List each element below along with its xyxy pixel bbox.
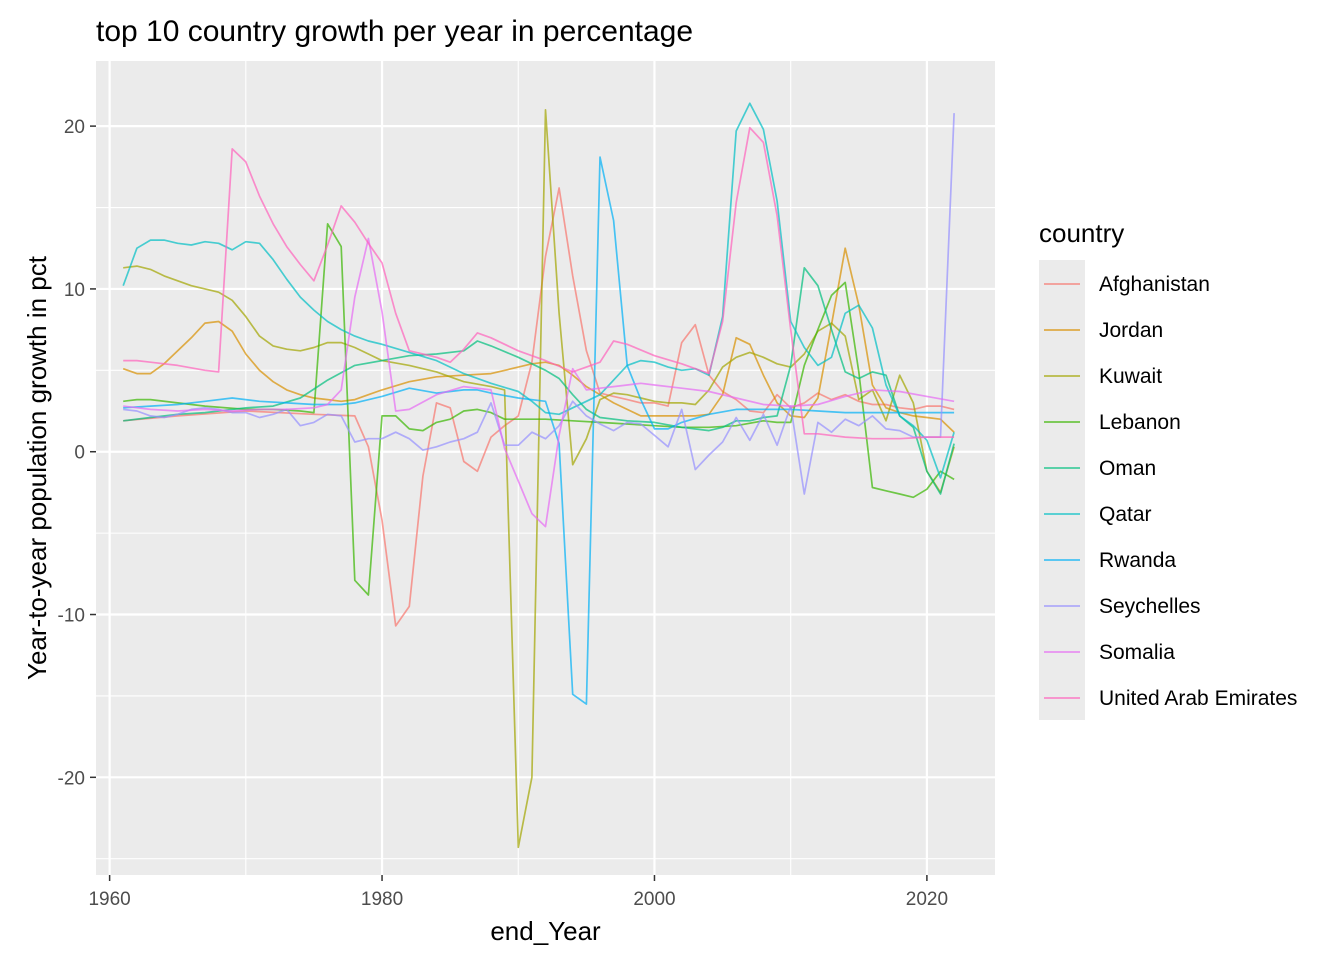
y-tick-label: -10 xyxy=(58,606,85,627)
x-tick-label: 2000 xyxy=(633,889,675,910)
series-line-lebanon xyxy=(123,222,955,596)
series-line-united-arab-emirates xyxy=(123,126,955,440)
series-line-qatar xyxy=(122,102,955,479)
y-tick-label: 0 xyxy=(74,443,85,464)
series-line-afghanistan xyxy=(123,187,955,627)
series-line-rwanda xyxy=(123,156,955,705)
y-tick-label: 20 xyxy=(64,117,85,138)
y-axis-title: Year-to-year population growth in pct xyxy=(22,255,52,680)
legend-key-background xyxy=(1039,260,1085,720)
legend-items: Afghanistan Jordan Kuwait Lebanon Oman Qatar R… xyxy=(1044,273,1297,710)
y-axis: -20 -10 0 10 20 xyxy=(58,117,96,789)
x-axis-title: end_Year xyxy=(490,916,601,946)
legend-label: Oman xyxy=(1099,457,1156,480)
y-tick-label: 10 xyxy=(64,280,85,301)
legend-label: Lebanon xyxy=(1099,411,1181,434)
legend-label: Afghanistan xyxy=(1099,273,1210,296)
legend-label: United Arab Emirates xyxy=(1099,687,1297,710)
y-tick-label: -20 xyxy=(58,768,85,789)
legend-label: Jordan xyxy=(1099,319,1163,342)
series-line-jordan xyxy=(122,247,955,433)
minor-gridlines xyxy=(96,61,995,875)
x-tick-label: 1980 xyxy=(361,889,403,910)
series-line-oman xyxy=(123,266,955,495)
series-lines xyxy=(122,102,955,849)
chart-title: top 10 country growth per year in percen… xyxy=(96,15,693,48)
legend-label: Kuwait xyxy=(1099,365,1162,388)
legend-label: Rwanda xyxy=(1099,549,1176,572)
series-line-kuwait xyxy=(123,108,955,849)
legend-label: Qatar xyxy=(1099,503,1152,526)
series-line-somalia xyxy=(123,237,955,528)
x-tick-label: 2020 xyxy=(906,889,948,910)
legend-label: Seychelles xyxy=(1099,595,1201,618)
x-tick-label: 1960 xyxy=(88,889,130,910)
legend-label: Somalia xyxy=(1099,641,1175,664)
legend-title: country xyxy=(1039,218,1124,248)
legend: country Afghanistan Jordan Kuwait Lebanon Om… xyxy=(1039,218,1297,720)
x-axis: 1960 1980 2000 2020 xyxy=(88,875,948,910)
